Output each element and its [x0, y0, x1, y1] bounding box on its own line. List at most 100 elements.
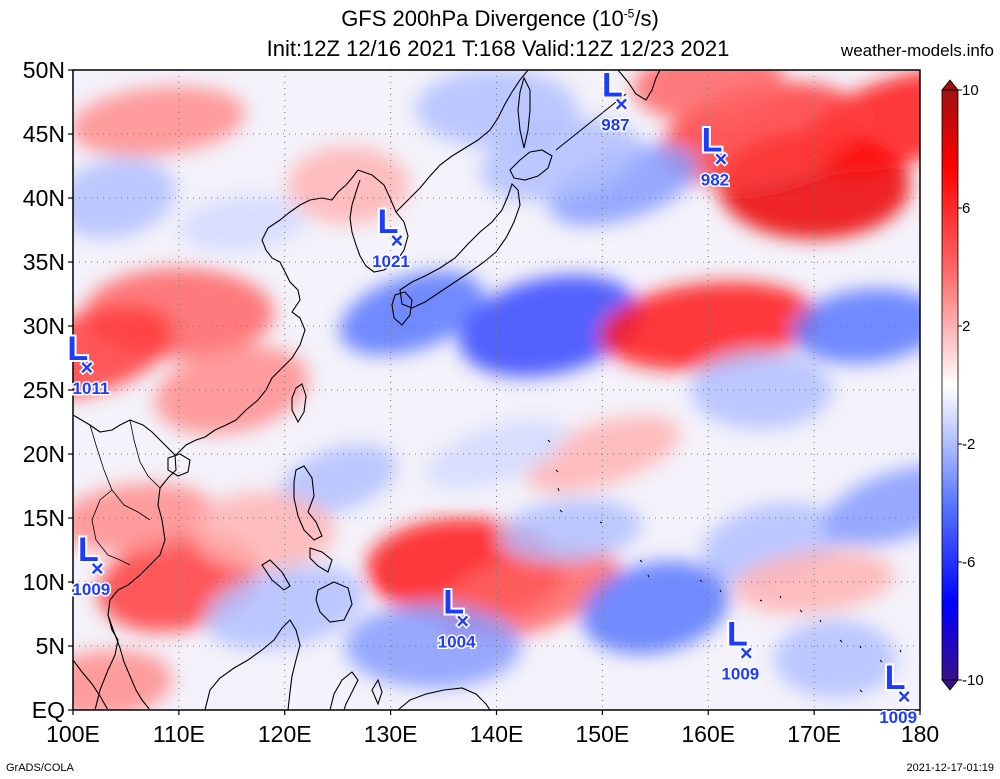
- divergence-cell: [339, 271, 485, 356]
- honshu-outline: [399, 182, 521, 309]
- colorbar-tick-label: -6: [962, 554, 975, 571]
- visayas-outline: [309, 547, 333, 573]
- lat-tick-label: 40N: [23, 185, 65, 211]
- lat-tick-label: 10N: [23, 569, 65, 595]
- low-pressure-value: 1011: [73, 379, 110, 398]
- lon-tick-label: 120E: [258, 721, 312, 747]
- chart-title: GFS 200hPa Divergence (10-5/s): [0, 6, 1000, 32]
- colorbar-tick-label: -10: [962, 672, 984, 689]
- divergence-cell: [774, 619, 897, 698]
- low-center-marker: ×: [615, 91, 628, 116]
- colorbar-tick-label: 2: [962, 318, 970, 335]
- country-borders: [89, 419, 161, 566]
- lon-tick-label: 180: [901, 721, 939, 747]
- divergence-cell: [73, 483, 215, 553]
- asia-coastline: [73, 414, 177, 710]
- generated-timestamp: 2021-12-17-01:19: [906, 762, 994, 774]
- low-pressure-center: L×1009: [720, 613, 761, 685]
- lat-tick-label: 25N: [23, 377, 65, 403]
- divergence-cell: [458, 275, 640, 377]
- lon-tick-label: 170E: [787, 721, 841, 747]
- low-pressure-center: L×1009: [71, 529, 112, 601]
- sulawesi-outline: [329, 671, 359, 710]
- low-center-marker: ×: [80, 355, 93, 380]
- divergence-cell: [792, 288, 920, 364]
- lon-tick-label: 160E: [681, 721, 735, 747]
- divergence-cell: [823, 464, 920, 546]
- palawan-outline: [261, 559, 291, 591]
- low-symbol: L: [702, 121, 723, 159]
- colorbar-tick-label: -2: [962, 436, 975, 453]
- divergence-cell: [581, 560, 730, 655]
- low-pressure-value: 1009: [721, 664, 759, 683]
- low-center-marker: ×: [715, 146, 728, 171]
- divergence-cell: [690, 351, 833, 429]
- kamchatka-coastline: [617, 70, 661, 101]
- low-symbol: L: [602, 66, 623, 104]
- colorbar-gradient: [941, 89, 959, 681]
- colorbar-tick-label: 10: [962, 82, 979, 99]
- divergence-cell: [415, 70, 578, 148]
- low-pressure-value: 982: [701, 170, 729, 189]
- hokkaido-outline: [509, 149, 553, 181]
- title-superscript: -5: [623, 6, 635, 21]
- title-main: GFS 200hPa Divergence (10: [341, 6, 624, 31]
- lat-tick-label: 45N: [23, 121, 65, 147]
- kyushu-outline: [391, 291, 413, 326]
- low-symbol: L: [78, 531, 99, 569]
- low-pressure-center: L×1011: [65, 328, 111, 400]
- low-center-marker: ×: [740, 640, 753, 665]
- lon-tick-label: 100E: [46, 721, 100, 747]
- borneo-outline: [204, 619, 301, 710]
- low-pressure-value: 1009: [72, 580, 110, 599]
- divergence-cell: [803, 70, 920, 173]
- low-symbol: L: [67, 330, 88, 368]
- russia-coastline: [395, 70, 529, 213]
- lat-tick-label: 20N: [23, 441, 65, 467]
- low-symbol: L: [885, 659, 906, 697]
- lat-tick-label: 15N: [23, 505, 65, 531]
- divergence-cell: [499, 499, 642, 563]
- low-center-marker: ×: [456, 608, 469, 633]
- divergence-cell: [733, 550, 895, 614]
- axis-ticks: 100E 110E 120E 130E 140E 150E 160E 170E 180 EQ 5N 1…: [23, 57, 939, 747]
- mindanao-outline: [315, 581, 353, 623]
- china-coastline: [175, 169, 359, 456]
- divergence-field: [73, 70, 920, 710]
- lat-tick-label: 35N: [23, 249, 65, 275]
- lat-tick-label: 30N: [23, 313, 65, 339]
- colorbar-top-arrow: [941, 79, 959, 91]
- low-pressure-center: L×1004: [436, 581, 477, 653]
- divergence-cell: [178, 194, 307, 253]
- low-pressure-center: L×987: [600, 64, 631, 136]
- new-guinea-coastline: [397, 687, 491, 710]
- colorbar-labels: 10 6 2 -2 -6 -10: [958, 82, 984, 689]
- init-valid-text: Init:12Z 12/16 2021 T:168 Valid:12Z 12/2…: [266, 36, 730, 61]
- low-symbol: L: [443, 583, 464, 621]
- korea-coastline: [349, 169, 409, 273]
- low-symbol: L: [727, 615, 748, 653]
- pacific-islands: [547, 439, 902, 693]
- divergence-cell: [73, 649, 173, 710]
- low-pressure-value: 1004: [438, 632, 476, 651]
- low-pressure-center: L×1021: [371, 201, 412, 272]
- kuril-islands: [555, 93, 627, 151]
- colorbar-bottom-arrow: [941, 679, 959, 691]
- software-credit: GrADS/COLA: [6, 762, 74, 774]
- plot-area: [73, 70, 920, 710]
- malay-peninsula-outline: [107, 614, 151, 710]
- taiwan-outline: [291, 383, 307, 424]
- low-pressure-value: 987: [601, 115, 629, 134]
- divergence-cell: [287, 146, 410, 225]
- low-center-marker: ×: [91, 556, 104, 581]
- halmahera-outline: [371, 678, 383, 706]
- sakhalin-outline: [517, 76, 531, 149]
- coastlines: [73, 70, 902, 710]
- lat-tick-label: EQ: [32, 697, 65, 723]
- low-pressure-center: L×1009: [878, 657, 919, 729]
- hainan-outline: [167, 453, 191, 477]
- low-pressure-value: 1009: [879, 708, 917, 727]
- divergence-cell: [155, 345, 309, 435]
- low-pressure-center: L×982: [699, 119, 730, 191]
